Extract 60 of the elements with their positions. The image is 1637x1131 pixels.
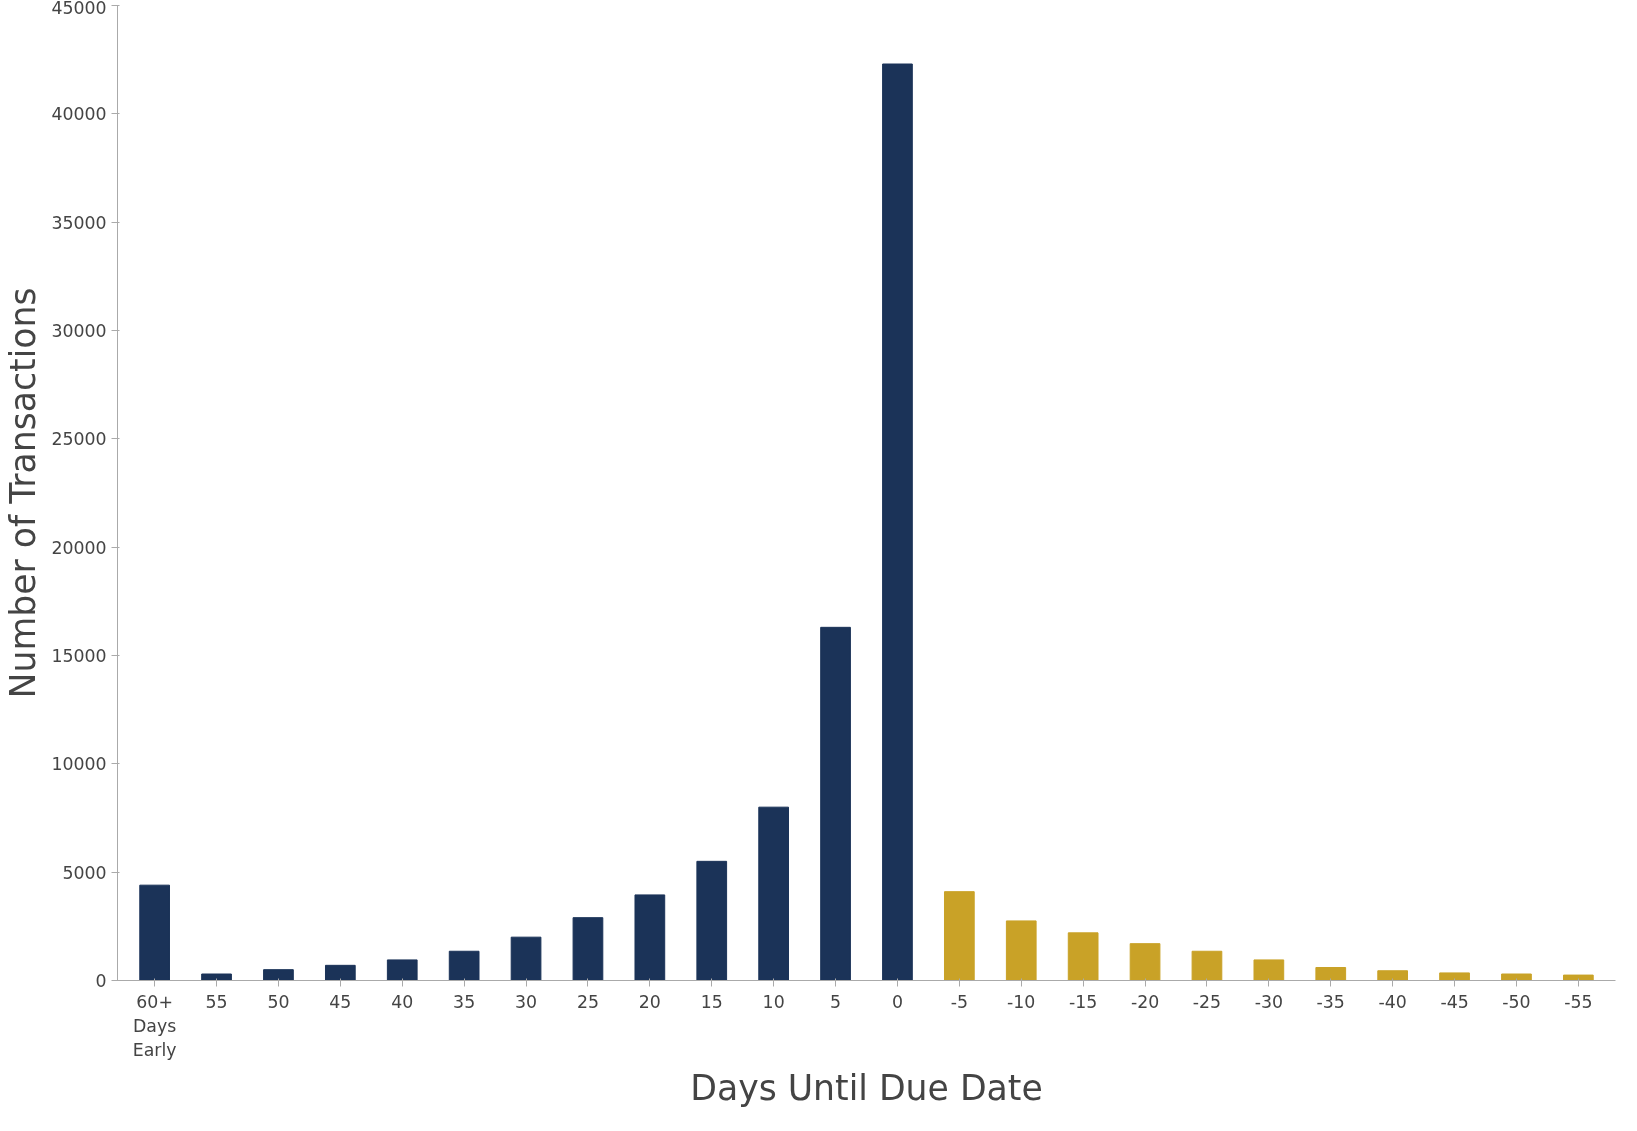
bar bbox=[448, 950, 480, 981]
x-tick-label: -40 bbox=[1378, 991, 1407, 1012]
y-tick-label: 40000 bbox=[51, 104, 107, 125]
y-tick-label: 10000 bbox=[51, 754, 107, 775]
bar bbox=[820, 626, 851, 981]
x-tick-label: 40 bbox=[391, 991, 414, 1012]
x-tick-label: 25 bbox=[576, 991, 599, 1012]
bar bbox=[1315, 967, 1347, 981]
bar bbox=[386, 959, 418, 981]
x-tick-label: 30 bbox=[515, 991, 538, 1012]
bar bbox=[324, 964, 356, 981]
bar bbox=[1129, 943, 1161, 981]
bar bbox=[944, 891, 975, 981]
y-tick-label: 25000 bbox=[51, 429, 107, 450]
bar bbox=[1501, 973, 1532, 981]
y-tick-label: 35000 bbox=[51, 212, 107, 233]
x-tick-label: 15 bbox=[700, 991, 723, 1012]
x-tick-label: -20 bbox=[1130, 991, 1160, 1012]
bar bbox=[139, 884, 170, 981]
y-tick-label: 45000 bbox=[51, 0, 107, 18]
bar bbox=[1253, 959, 1285, 981]
y-tick-label: 15000 bbox=[51, 646, 107, 666]
x-tick-label: 60+ Days Early bbox=[132, 991, 177, 1060]
bar bbox=[1563, 974, 1594, 981]
bar bbox=[1191, 950, 1223, 981]
x-axis-title: Days Until Due Date bbox=[690, 1067, 1043, 1108]
bar bbox=[510, 936, 542, 981]
bar bbox=[572, 917, 604, 981]
x-tick-label: -30 bbox=[1254, 991, 1284, 1012]
bar bbox=[1005, 920, 1037, 981]
bar bbox=[201, 973, 232, 981]
bar bbox=[1439, 972, 1470, 981]
x-tick-label: -10 bbox=[1007, 991, 1036, 1012]
x-tick-label: 0 bbox=[891, 991, 903, 1012]
y-axis-title: Number of Transactions bbox=[3, 287, 44, 699]
x-tick-label: -5 bbox=[950, 991, 968, 1012]
x-tick-label: 50 bbox=[267, 991, 290, 1012]
y-tick-label: 0 bbox=[95, 971, 107, 991]
bar bbox=[1067, 932, 1099, 981]
x-tick-label: 5 bbox=[830, 991, 842, 1012]
bar bbox=[1377, 970, 1409, 981]
x-tick-label: 35 bbox=[453, 991, 476, 1012]
y-tick-label: 20000 bbox=[51, 537, 107, 558]
bar bbox=[758, 806, 789, 981]
x-tick-label: 10 bbox=[762, 991, 785, 1012]
x-tick-label: 55 bbox=[205, 991, 228, 1012]
bar bbox=[882, 63, 913, 981]
y-tick-label: 5000 bbox=[62, 862, 107, 883]
x-tick-label: -45 bbox=[1440, 991, 1469, 1012]
x-tick-label: -15 bbox=[1069, 991, 1098, 1012]
bar bbox=[263, 969, 294, 981]
x-tick-label: 20 bbox=[638, 991, 661, 1012]
x-tick-label: -25 bbox=[1192, 991, 1222, 1012]
y-tick-label: 30000 bbox=[51, 321, 107, 341]
x-tick-label: -50 bbox=[1502, 991, 1531, 1012]
bar bbox=[696, 860, 728, 981]
x-tick-label: -35 bbox=[1316, 991, 1345, 1012]
bar bbox=[634, 894, 666, 981]
x-tick-label: -55 bbox=[1564, 991, 1593, 1012]
x-tick-label: 45 bbox=[329, 991, 352, 1012]
